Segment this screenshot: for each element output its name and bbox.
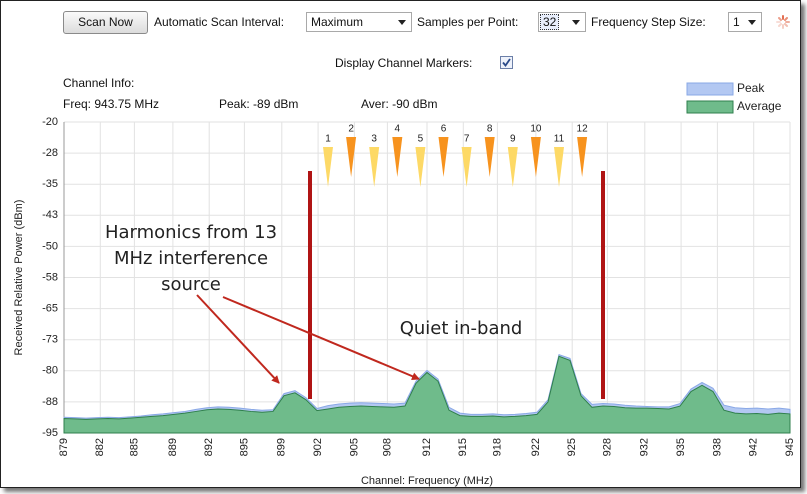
annotation: Harmonics from 13 xyxy=(105,222,277,243)
check-mark xyxy=(502,58,511,67)
interval-label: Automatic Scan Interval: xyxy=(154,15,285,29)
x-tick-label: 879 xyxy=(58,438,70,456)
x-tick-label: 912 xyxy=(421,438,433,456)
x-tick-label: 908 xyxy=(381,438,393,456)
channel-marker xyxy=(323,147,333,187)
channel-info-title: Channel Info: xyxy=(63,76,135,90)
area-average xyxy=(63,355,791,434)
markers-label: Display Channel Markers: xyxy=(335,56,473,70)
x-tick-label: 892 xyxy=(203,438,215,456)
y-tick-label: -28 xyxy=(42,147,58,159)
channel-marker xyxy=(461,147,472,187)
y-tick-label: -43 xyxy=(42,209,58,221)
legend-swatch xyxy=(686,82,734,96)
annotation: source xyxy=(161,274,221,295)
legend-label: Average xyxy=(737,99,782,113)
channel-marker xyxy=(484,137,495,177)
channel-marker xyxy=(530,137,541,177)
x-tick-label: 945 xyxy=(784,438,796,456)
x-tick-label: 889 xyxy=(167,438,179,456)
x-tick-label: 925 xyxy=(566,438,578,456)
samples-value: 32 xyxy=(540,14,560,30)
channel-marker xyxy=(577,137,588,177)
annotation: Quiet in-band xyxy=(400,318,523,339)
x-tick-label: 932 xyxy=(639,438,651,456)
y-tick-label: -50 xyxy=(42,240,58,252)
x-tick-label: 938 xyxy=(711,438,723,456)
step-label: Frequency Step Size: xyxy=(591,15,706,29)
step-select[interactable]: 1 xyxy=(728,12,762,32)
channel-info-freq: Freq: 943.75 MHz xyxy=(63,97,160,111)
y-tick-label: -20 xyxy=(42,116,58,128)
channel-label: 12 xyxy=(577,124,589,135)
interval-select[interactable]: Maximum xyxy=(306,12,412,32)
markers-checkbox[interactable] xyxy=(500,56,513,69)
y-tick-label: -35 xyxy=(42,178,58,190)
channel-label: 5 xyxy=(418,134,424,145)
channel-marker xyxy=(415,147,426,187)
y-tick-label: -95 xyxy=(42,427,58,439)
y-tick-label: -58 xyxy=(42,271,58,283)
channel-label: 9 xyxy=(510,134,516,145)
x-tick-label: 942 xyxy=(748,438,760,456)
spinner xyxy=(776,15,790,29)
channel-label: 2 xyxy=(348,124,354,135)
channel-label: 7 xyxy=(464,134,470,145)
scan-button[interactable]: Scan Now xyxy=(63,11,148,34)
legend-swatch xyxy=(686,100,734,114)
legend-label: Peak xyxy=(737,81,765,95)
x-axis-title: Channel: Frequency (MHz) xyxy=(361,475,493,487)
x-tick-label: 902 xyxy=(312,438,324,456)
samples-select[interactable]: 32 xyxy=(538,12,586,32)
x-tick-label: 899 xyxy=(276,438,288,456)
y-tick-label: -80 xyxy=(42,365,58,377)
x-tick-label: 935 xyxy=(675,438,687,456)
x-tick-label: 918 xyxy=(491,438,503,456)
annotation: MHz interference xyxy=(114,248,268,269)
y-tick-label: -65 xyxy=(42,303,58,315)
arrow xyxy=(196,294,280,384)
x-tick-label: 885 xyxy=(128,438,140,456)
channel-marker xyxy=(346,137,357,177)
x-tick-label: 922 xyxy=(530,438,542,456)
channel-label: 6 xyxy=(441,124,447,135)
channel-label: 10 xyxy=(530,124,542,135)
channel-marker xyxy=(507,147,518,187)
channel-label: 8 xyxy=(487,124,493,135)
x-tick-label: 895 xyxy=(238,438,250,456)
channel-info-peak: Peak: -89 dBm xyxy=(219,97,299,111)
channel-marker xyxy=(392,137,403,177)
channel-label: 4 xyxy=(395,124,401,135)
arrow xyxy=(222,296,420,380)
channel-info-aver: Aver: -90 dBm xyxy=(361,97,438,111)
channel-marker xyxy=(438,137,449,177)
channel-label: 3 xyxy=(371,134,377,145)
samples-label: Samples per Point: xyxy=(417,15,519,29)
channel-marker xyxy=(554,147,564,187)
y-tick-label: -73 xyxy=(42,334,58,346)
channel-label: 11 xyxy=(554,134,565,145)
channel-marker xyxy=(369,147,380,187)
channel-label: 1 xyxy=(325,134,331,145)
x-tick-label: 882 xyxy=(94,438,106,456)
x-tick-label: 915 xyxy=(457,438,469,456)
x-tick-label: 928 xyxy=(601,438,613,456)
y-tick-label: -88 xyxy=(42,396,58,408)
x-tick-label: 905 xyxy=(348,438,360,456)
y-axis-title: Received Relative Power (dBm) xyxy=(13,200,25,356)
